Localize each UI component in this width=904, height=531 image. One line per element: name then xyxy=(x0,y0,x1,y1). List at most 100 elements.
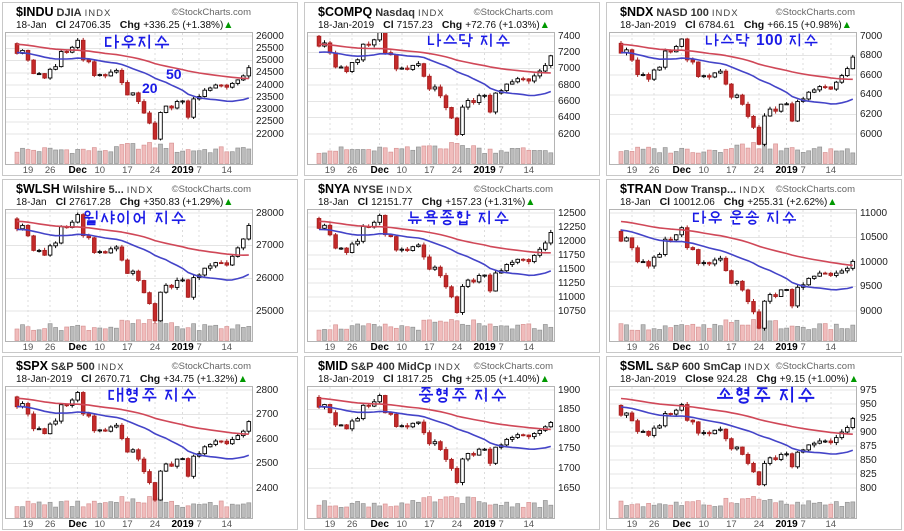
chart-panel: $MID S&P 400 MidCp INDX ©StockCharts.com 1… xyxy=(304,356,600,530)
x-tick-label: 7 xyxy=(498,519,504,530)
y-tick-label: 22000 xyxy=(256,128,284,140)
y-tick-label: 7400 xyxy=(558,30,581,42)
x-tick-label: 14 xyxy=(221,342,233,353)
chart-header: $TRAN Dow Transp... INDX xyxy=(620,182,766,196)
x-tick-label: 17 xyxy=(424,342,435,353)
annotation-korean xyxy=(406,209,512,234)
x-tick-label: 17 xyxy=(424,519,435,530)
chart-panel: $SML S&P 600 SmCap INDX ©StockCharts.com 1… xyxy=(606,356,902,530)
y-tick-label: 12500 xyxy=(558,207,586,219)
x-tick-label: 10 xyxy=(698,519,710,530)
x-tick-label: Dec xyxy=(370,519,389,530)
x-tick-label: 19 xyxy=(22,342,34,353)
close-value: 2670.71 xyxy=(94,374,131,385)
y-tick-label: 2500 xyxy=(256,458,279,469)
chart-date: 18-Jan-2019 xyxy=(318,374,375,385)
chart-quote-line: 18-Jan-2019 Cl 6784.61 Chg +66.15 (+0.98%) ▲ xyxy=(620,19,850,31)
x-tick-label: 26 xyxy=(346,519,358,530)
x-tick-label: 24 xyxy=(149,165,161,176)
chg-value: +336.25 (+1.38%) xyxy=(143,20,224,31)
x-tick-label: 24 xyxy=(451,342,463,353)
y-tick-label: 2700 xyxy=(256,409,279,420)
stockcharts-watermark: ©StockCharts.com xyxy=(473,361,553,372)
chart-header: $COMPQ Nasdaq INDX xyxy=(318,5,445,19)
y-tick-label: 1700 xyxy=(558,462,581,474)
stockcharts-watermark: ©StockCharts.com xyxy=(171,7,251,18)
chart-name: S&P 500 xyxy=(50,361,95,373)
annotation-korean xyxy=(691,210,799,233)
chart-type-label: INDX xyxy=(744,362,771,373)
price-chart xyxy=(609,386,857,519)
x-tick-label: 7 xyxy=(800,519,806,530)
x-tick-label: 17 xyxy=(726,342,737,353)
chart-symbol: $NYA xyxy=(318,182,351,196)
chg-value: +350.83 (+1.29%) xyxy=(143,197,224,208)
close-value: 27617.28 xyxy=(69,197,111,208)
chart-quote-line: 18-Jan-2019 Cl 7157.23 Chg +72.76 (+1.03%) ▲ xyxy=(318,19,548,31)
up-arrow-icon: ▲ xyxy=(225,197,232,206)
x-tick-label: 26 xyxy=(44,342,56,353)
x-tick-label: 7 xyxy=(800,342,806,353)
chart-symbol: $MID xyxy=(318,359,348,373)
chg-value: +72.76 (+1.03%) xyxy=(465,20,540,31)
chart-quote-line: 18-Jan Cl 27617.28 Chg +350.83 (+1.29%) ▲ xyxy=(16,196,231,208)
y-tick-label: 2800 xyxy=(256,384,279,396)
x-tick-label: 10 xyxy=(94,342,106,353)
y-tick-label: 9000 xyxy=(860,305,883,317)
y-axis: 7000 6800 6600 6400 6200 6000 xyxy=(860,31,900,165)
y-tick-label: 11500 xyxy=(558,263,586,275)
annotation-korean xyxy=(426,33,513,56)
chart-panel: $COMPQ Nasdaq INDX ©StockCharts.com 18-Jan… xyxy=(304,2,600,176)
x-tick-label: 17 xyxy=(424,165,435,176)
y-tick-label: 6200 xyxy=(558,128,581,140)
x-axis: 19 26 Dec 10 17 24 2019 7 14 xyxy=(307,519,555,530)
y-tick-label: 900 xyxy=(860,426,877,438)
y-tick-label: 975 xyxy=(860,384,877,396)
chart-header: $NDX NASD 100 INDX xyxy=(620,5,739,19)
price-chart xyxy=(609,32,857,165)
x-tick-label: 10 xyxy=(396,342,408,353)
chart-type-label: INDX xyxy=(126,185,154,196)
y-axis: 26000 25500 25000 24500 24000 23500 23000 22500… xyxy=(256,31,296,165)
chg-label: Chg xyxy=(119,19,141,31)
y-tick-label: 800 xyxy=(860,482,877,494)
x-tick-label: 19 xyxy=(22,165,34,176)
x-tick-label: Dec xyxy=(370,342,389,353)
x-axis: 19 26 Dec 10 17 24 2019 7 14 xyxy=(609,519,857,530)
x-axis: 19 26 Dec 10 17 24 2019 7 14 xyxy=(609,342,857,353)
x-tick-label: 26 xyxy=(44,165,56,176)
ma-period-label: 20 xyxy=(142,80,158,96)
x-tick-label: 14 xyxy=(523,342,535,353)
x-tick-label: 26 xyxy=(648,519,660,530)
up-arrow-icon: ▲ xyxy=(527,197,534,206)
x-tick-label: 19 xyxy=(324,519,336,530)
chg-label: Chg xyxy=(441,19,463,31)
stockcharts-watermark: ©StockCharts.com xyxy=(775,7,855,18)
y-axis: 28000 27000 26000 25000 xyxy=(256,208,296,342)
chg-value: +9.15 (+1.00%) xyxy=(779,374,849,385)
x-axis: 19 26 Dec 10 17 24 2019 7 14 xyxy=(5,342,253,353)
chart-name: Nasdaq xyxy=(375,7,415,19)
chart-quote-line: 18-Jan Cl 12151.77 Chg +157.23 (+1.31%) ▲ xyxy=(318,196,533,208)
chart-date: 18-Jan xyxy=(16,197,47,208)
x-tick-label: 14 xyxy=(825,165,837,176)
x-tick-label: 14 xyxy=(523,519,535,530)
chart-type-label: INDX xyxy=(386,185,413,196)
x-tick-label: Dec xyxy=(672,519,691,530)
chart-date: 18-Jan xyxy=(620,197,651,208)
chart-quote-line: 18-Jan Cl 10012.06 Chg +255.31 (+2.62%) ▲ xyxy=(620,196,835,208)
stockcharts-watermark: ©StockCharts.com xyxy=(775,184,855,195)
y-tick-label: 10000 xyxy=(860,256,888,268)
y-tick-label: 1800 xyxy=(558,423,581,435)
chart-type-label: INDX xyxy=(434,362,462,373)
x-tick-label: Dec xyxy=(68,519,87,530)
y-tick-label: 11750 xyxy=(558,249,586,261)
x-tick-label: 2019 xyxy=(171,519,194,530)
close-label: Cl xyxy=(81,373,92,385)
x-tick-label: 19 xyxy=(324,342,336,353)
x-tick-label: 17 xyxy=(726,165,737,176)
close-label: Cl xyxy=(357,196,369,208)
x-tick-label: 24 xyxy=(149,519,161,530)
x-tick-label: 14 xyxy=(523,165,535,176)
chart-name: Wilshire 5... xyxy=(62,184,124,196)
